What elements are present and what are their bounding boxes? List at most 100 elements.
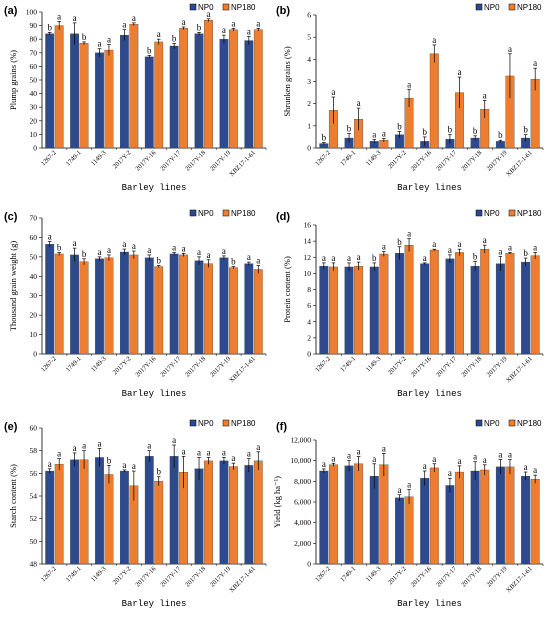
x-tick-label: 2017Y-18 [184, 355, 207, 378]
y-tick-label: 40 [30, 89, 38, 98]
significance-letter: a [508, 44, 512, 54]
legend-label-NP0: NP0 [198, 209, 214, 218]
bar-NP0-2017Y-2 [119, 34, 129, 149]
bar-NP180-2017Y-16 [429, 53, 439, 149]
significance-letter: a [247, 26, 251, 36]
y-tick-label: 2,000 [294, 539, 311, 548]
significance-letter: a [172, 242, 176, 252]
significance-letter: a [132, 461, 136, 471]
legend-swatch-NP0 [189, 419, 197, 427]
bar-NP180-2017Y-19 [229, 466, 238, 565]
x-tick-label: 2017Y-2 [112, 149, 133, 170]
legend-label-NP0: NP0 [484, 209, 500, 218]
x-tick-label: 2017Y-2 [387, 355, 408, 376]
significance-letter: b [372, 253, 377, 263]
x-tick-label: 2017Y-17 [159, 355, 183, 379]
panel-label: (d) [276, 211, 290, 223]
significance-letter: a [432, 239, 436, 249]
significance-letter: a [322, 253, 326, 263]
y-tick-label: 10 [304, 269, 312, 278]
x-tick-label: XBZ17-1-61 [228, 355, 257, 384]
y-tick-label: 50 [30, 537, 38, 546]
y-tick-label: 30 [30, 291, 38, 300]
legend-swatch-NP0 [189, 209, 197, 217]
x-tick-label: 2017Y-2 [387, 565, 408, 586]
bar-NP180-1267-2 [54, 25, 64, 149]
y-tick-label: 100 [26, 8, 38, 17]
significance-letter: a [122, 20, 126, 30]
legend-swatch-NP180 [222, 3, 230, 11]
bar-NP180-1749-1 [354, 463, 364, 565]
significance-letter: a [247, 252, 251, 262]
significance-letter: a [147, 245, 151, 255]
bar-NP0-2017Y-19 [219, 39, 229, 149]
bar-NP0-2017Y-16 [144, 56, 154, 149]
bar-NP0-2017Y-18 [194, 468, 204, 565]
significance-letter: b [448, 125, 453, 135]
significance-letter: a [247, 449, 251, 459]
x-tick-label: 1749-1 [65, 149, 83, 167]
x-tick-label: 2017Y-17 [159, 565, 183, 589]
bar-NP180-1267-2 [328, 266, 338, 355]
legend: NP0 NP180 [189, 3, 256, 12]
legend: NP0 NP180 [189, 209, 256, 218]
x-tick-label: 2017Y-17 [435, 565, 459, 589]
bar-NP180-2017Y-16 [154, 481, 164, 565]
significance-letter: a [458, 239, 462, 249]
x-tick-label: XBZ17-1-61 [228, 149, 257, 178]
x-axis-title: Barley lines [122, 599, 187, 609]
y-tick-label: 20 [30, 311, 38, 320]
significance-letter: a [57, 449, 61, 459]
y-tick-label: 58 [30, 446, 38, 455]
y-tick-label: 20 [30, 116, 38, 125]
significance-letter: a [508, 450, 512, 460]
significance-letter: a [207, 9, 211, 19]
bar-NP0-1749-1 [344, 465, 354, 565]
y-tick-label: 0 [307, 560, 311, 569]
bar-NP180-2017Y-16 [154, 41, 164, 149]
x-tick-label: 2017Y-19 [209, 355, 232, 378]
y-tick-label: 0 [307, 144, 311, 153]
significance-letter: a [73, 443, 77, 453]
legend-swatch-NP180 [508, 3, 516, 11]
x-tick-label: 1149-3 [365, 355, 383, 373]
y-axis-title: Shrunken grains (%) [282, 46, 292, 117]
legend-label-NP0: NP0 [198, 3, 214, 12]
y-tick-label: 0 [33, 350, 37, 359]
bar-NP0-1149-3 [95, 258, 104, 355]
y-tick-label: 2 [307, 333, 311, 342]
bar-NP0-2017Y-2 [395, 497, 404, 565]
significance-letter: b [397, 237, 402, 247]
significance-letter: a [107, 35, 111, 45]
bar-NP0-1149-3 [369, 266, 379, 355]
bar-NP180-1267-2 [328, 464, 338, 565]
significance-letter: a [347, 451, 351, 461]
bar-NP0-1149-3 [95, 52, 104, 149]
bar-NP0-2017Y-16 [420, 478, 430, 565]
significance-letter: a [48, 231, 52, 241]
legend-swatch-NP0 [189, 3, 197, 11]
x-axis-title: Barley lines [122, 183, 187, 193]
significance-letter: a [207, 250, 211, 260]
bar-NP0-1749-1 [344, 266, 354, 355]
bar-NP180-1149-3 [104, 257, 114, 355]
significance-letter: a [147, 441, 151, 451]
bar-NP180-2017Y-2 [129, 24, 139, 149]
legend-label-NP180: NP180 [231, 209, 256, 218]
significance-letter: b [523, 125, 528, 135]
bar-NP0-2017Y-2 [395, 253, 404, 355]
x-tick-label: 2017Y-18 [184, 149, 207, 172]
significance-letter: a [132, 241, 136, 251]
y-axis-title: Plump grains (%) [8, 50, 18, 110]
x-tick-label: 1749-1 [65, 355, 83, 373]
significance-letter: a [407, 79, 411, 89]
bar-NP0-2017Y-17 [445, 485, 455, 565]
y-tick-label: 10,000 [290, 456, 311, 465]
significance-letter: b [422, 127, 427, 137]
y-tick-label: 5 [307, 33, 311, 42]
significance-letter: a [172, 435, 176, 445]
panel-label: (e) [4, 421, 18, 433]
bar-NP180-2017Y-17 [179, 254, 189, 355]
x-tick-label: 2017Y-16 [410, 355, 434, 379]
bar-NP180-2017Y-17 [179, 28, 189, 149]
